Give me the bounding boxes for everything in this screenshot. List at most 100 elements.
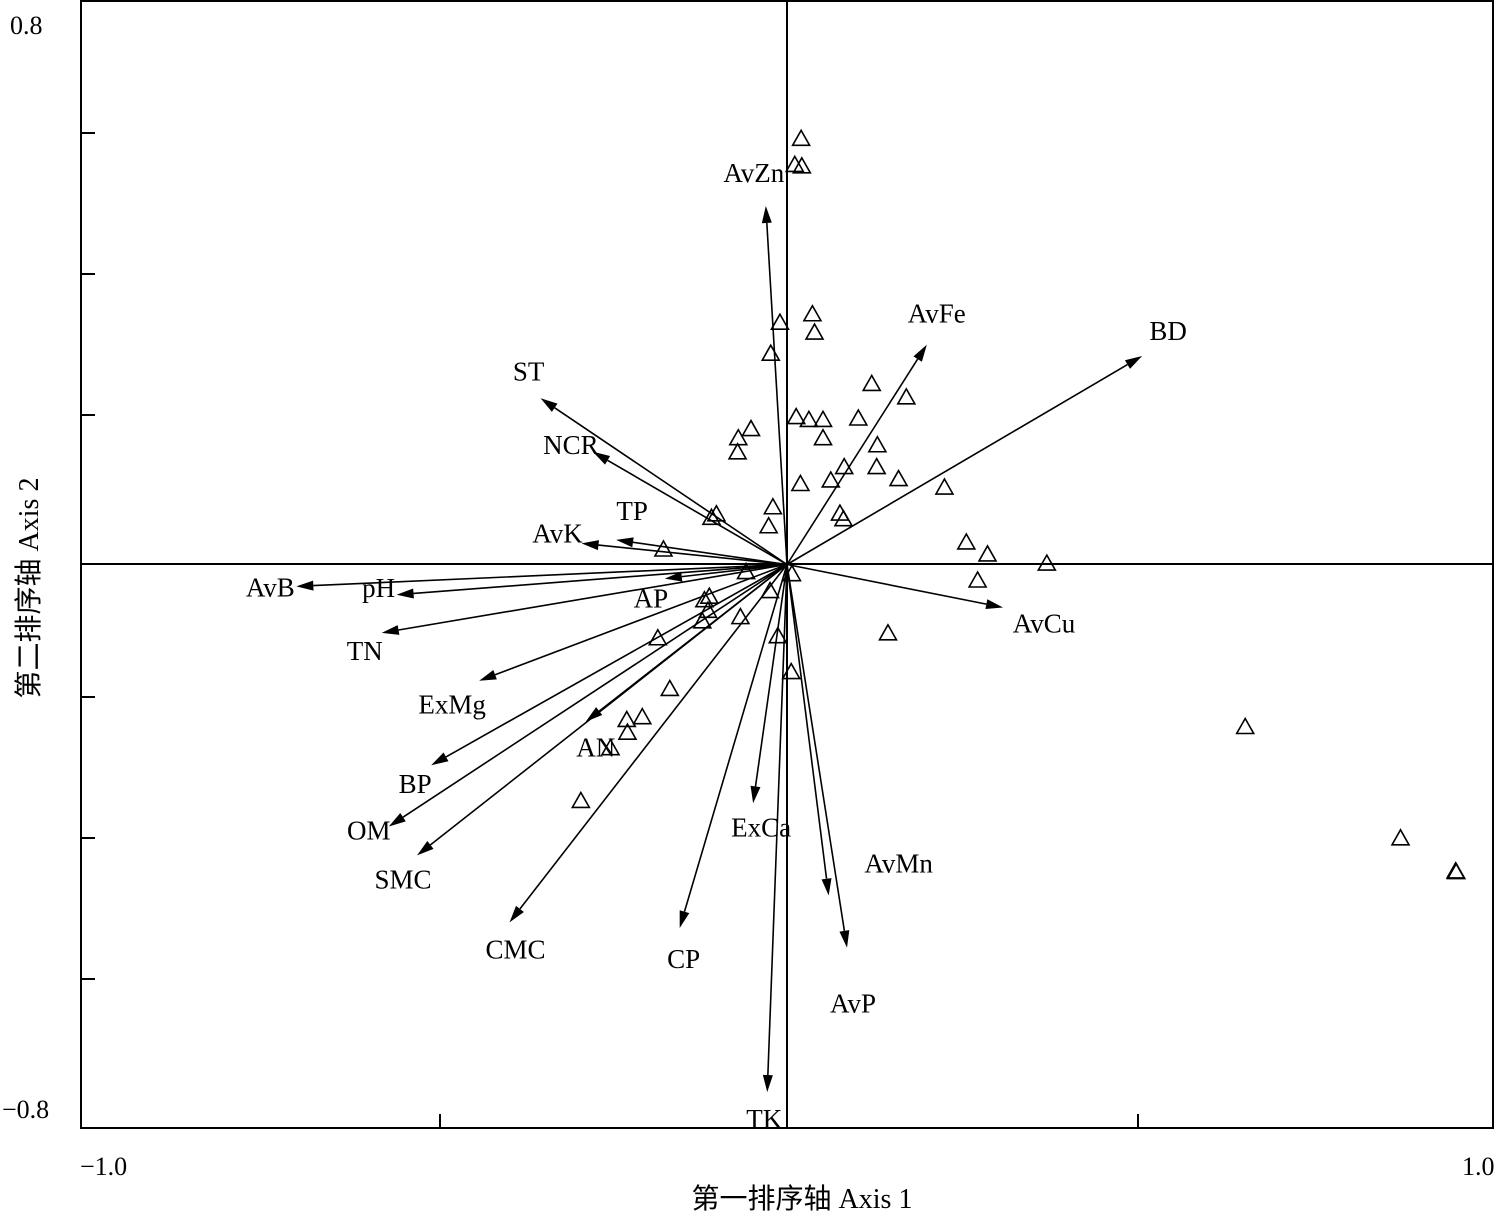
sample-point-24 bbox=[934, 477, 955, 495]
vector-label-tp: TP bbox=[616, 496, 648, 526]
sample-point-35 bbox=[736, 561, 756, 580]
sample-point-17 bbox=[727, 442, 748, 460]
vector-ph-line bbox=[413, 563, 788, 595]
vector-label-avb: AvB bbox=[246, 572, 295, 602]
sample-point-32 bbox=[977, 544, 998, 562]
vector-avp-line bbox=[786, 564, 846, 932]
vector-ap-line bbox=[681, 563, 788, 578]
vector-ncr-line bbox=[607, 459, 788, 566]
vector-avzn-line bbox=[766, 222, 788, 565]
sample-point-55 bbox=[1390, 828, 1411, 846]
vector-smc-line bbox=[429, 563, 788, 846]
vector-label-avzn: AvZn bbox=[723, 158, 784, 188]
sample-point-43 bbox=[692, 611, 713, 629]
vector-ncr-arrowhead bbox=[592, 451, 611, 465]
vector-bd-arrowhead bbox=[1124, 356, 1143, 369]
vector-label-avfe: AvFe bbox=[908, 299, 966, 329]
sample-point-18 bbox=[867, 435, 888, 453]
vector-avzn-arrowhead bbox=[761, 205, 772, 224]
sample-point-13 bbox=[813, 409, 833, 428]
vector-avp-arrowhead bbox=[839, 930, 850, 948]
x-tick-label-left: −1.0 bbox=[80, 1152, 127, 1181]
sample-point-22 bbox=[820, 470, 841, 488]
vector-label-exmg: ExMg bbox=[418, 690, 486, 720]
vector-avmn-arrowhead bbox=[821, 878, 832, 896]
x-axis-title: 第一排序轴 Axis 1 bbox=[692, 1183, 913, 1215]
vector-label-cp: CP bbox=[667, 944, 700, 974]
vector-label-avcu: AvCu bbox=[1013, 608, 1076, 638]
sample-point-45 bbox=[767, 626, 788, 644]
vector-label-st: ST bbox=[513, 356, 545, 386]
sample-point-5 bbox=[802, 304, 823, 322]
vector-label-bd: BD bbox=[1149, 316, 1187, 346]
vector-bp-line bbox=[445, 563, 788, 758]
vector-exca-line bbox=[754, 564, 788, 787]
vector-label-ph: pH bbox=[362, 573, 395, 603]
y-tick-label-top: 0.8 bbox=[10, 11, 43, 40]
vector-om-arrowhead bbox=[388, 813, 406, 827]
vector-bd-line bbox=[786, 363, 1128, 566]
vector-avcu-arrowhead bbox=[985, 599, 1004, 610]
sample-point-14 bbox=[813, 428, 833, 446]
vector-tp-arrowhead bbox=[616, 537, 634, 548]
vector-exmg-arrowhead bbox=[479, 670, 497, 681]
sample-point-10 bbox=[848, 408, 869, 426]
sample-point-44 bbox=[647, 628, 668, 646]
sample-point-46 bbox=[878, 623, 898, 641]
x-tick-label-right: 1.0 bbox=[1462, 1152, 1495, 1181]
vector-avfe-arrowhead bbox=[913, 344, 927, 362]
vector-cmc-arrowhead bbox=[509, 905, 524, 923]
sample-point-7 bbox=[760, 343, 781, 361]
sample-point-38 bbox=[760, 580, 780, 599]
vector-cmc-line bbox=[519, 564, 788, 910]
vector-avcu-line bbox=[786, 563, 987, 605]
sample-point-41 bbox=[698, 600, 718, 619]
vector-ph-arrowhead bbox=[396, 588, 414, 599]
vector-cp-arrowhead bbox=[679, 910, 690, 928]
vector-avb-arrowhead bbox=[296, 580, 314, 591]
sample-point-53 bbox=[570, 790, 591, 809]
sample-point-8 bbox=[861, 373, 882, 392]
sample-point-34 bbox=[653, 539, 674, 557]
sample-point-9 bbox=[896, 387, 917, 405]
vector-avfe-line bbox=[786, 358, 919, 565]
sample-point-19 bbox=[866, 456, 887, 475]
sample-point-26 bbox=[706, 504, 727, 522]
sample-point-27 bbox=[701, 507, 722, 526]
vector-tk-arrowhead bbox=[762, 1074, 773, 1093]
vector-label-tk: TK bbox=[746, 1104, 782, 1134]
vector-an-arrowhead bbox=[585, 707, 603, 722]
vector-exmg-line bbox=[494, 563, 788, 676]
vector-tn-line bbox=[398, 563, 788, 631]
y-tick-label-bottom: −0.8 bbox=[2, 1095, 49, 1124]
sample-point-6 bbox=[804, 322, 825, 340]
sample-point-15 bbox=[741, 418, 761, 437]
tick-marks bbox=[81, 132, 1139, 1128]
vector-st-line bbox=[554, 407, 788, 566]
vector-avb-line bbox=[313, 563, 788, 587]
vector-label-cmc: CMC bbox=[486, 934, 546, 964]
sample-point-25 bbox=[763, 497, 783, 515]
vector-avk-line bbox=[598, 544, 788, 566]
sample-point-57 bbox=[1446, 861, 1467, 880]
vector-label-avk: AvK bbox=[532, 518, 583, 548]
vector-bp-arrowhead bbox=[431, 752, 449, 766]
sample-point-49 bbox=[632, 707, 653, 725]
sample-point-42 bbox=[730, 607, 751, 625]
vector-exca-arrowhead bbox=[750, 785, 761, 804]
sample-point-11 bbox=[786, 406, 807, 425]
vector-tk-line bbox=[767, 564, 788, 1076]
vector-label-tn: TN bbox=[347, 636, 383, 666]
vector-tn-arrowhead bbox=[381, 625, 400, 635]
vector-label-avp: AvP bbox=[830, 989, 876, 1019]
y-axis-title: 第二排序轴 Axis 2 bbox=[13, 478, 45, 699]
sample-point-1 bbox=[791, 128, 811, 147]
vector-label-smc: SMC bbox=[375, 864, 432, 894]
sample-point-48 bbox=[659, 678, 680, 697]
sample-point-51 bbox=[617, 722, 638, 740]
sample-point-30 bbox=[758, 516, 779, 534]
vector-st-arrowhead bbox=[540, 398, 558, 412]
sample-point-33 bbox=[1036, 553, 1057, 571]
